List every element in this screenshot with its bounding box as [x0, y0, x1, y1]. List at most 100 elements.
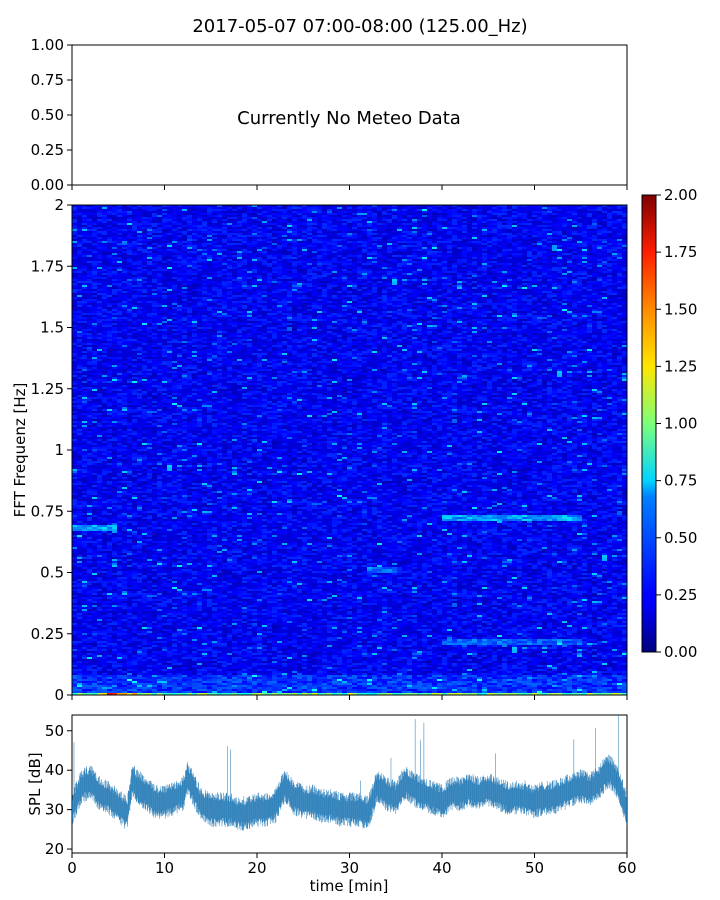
spectrogram-cell	[467, 207, 472, 209]
spectrogram-cell	[557, 211, 562, 213]
spectrogram-cell	[432, 283, 437, 285]
spectrogram-cell	[317, 213, 322, 215]
spectrogram-cell	[302, 239, 307, 241]
spectrogram-cell	[522, 215, 527, 217]
spectrogram-cell	[227, 273, 232, 275]
spectrogram-cell	[357, 249, 362, 251]
spectrogram-cell	[377, 293, 382, 295]
spectrogram-cell	[407, 211, 412, 213]
spectrogram-cell	[307, 291, 312, 293]
spectrogram-cell	[272, 235, 277, 237]
spectrogram-cell	[122, 285, 127, 287]
spectrogram-cell	[347, 221, 352, 223]
spectrogram-cell	[277, 281, 282, 283]
spectrogram-cell	[267, 235, 272, 237]
spectrogram-cell	[102, 287, 107, 289]
spectrogram-cell	[237, 237, 242, 239]
spectrogram-cell	[287, 239, 292, 241]
spectrogram-cell	[352, 271, 357, 273]
spectrogram-cell	[417, 219, 422, 221]
spectrogram-cell	[462, 221, 467, 223]
spectrogram-cell	[187, 263, 192, 265]
spectrogram-cell	[542, 263, 547, 265]
spectrogram-cell	[137, 273, 142, 275]
spectrogram-cell	[587, 233, 592, 235]
spectrogram-cell	[452, 267, 457, 269]
spectrogram-cell	[352, 239, 357, 241]
spectrogram-cell	[127, 269, 132, 271]
spectrogram-cell	[517, 279, 522, 281]
spectrogram-cell	[77, 245, 82, 247]
spectrogram-cell	[327, 229, 332, 231]
spectrogram-cell	[182, 289, 187, 291]
spectrogram-cell	[467, 269, 472, 271]
spectrogram-cell	[167, 251, 172, 253]
spectrogram-cell	[187, 211, 192, 213]
spectrogram-cell	[192, 293, 197, 295]
spectrogram-cell	[212, 277, 217, 279]
spectrogram-cell	[437, 213, 442, 215]
spectrogram-cell	[77, 247, 82, 249]
spectrogram-cell	[117, 227, 122, 229]
spectrogram-cell	[607, 233, 612, 235]
spectrogram-cell	[412, 281, 417, 283]
spectrogram-cell	[407, 219, 412, 221]
spectrogram-cell	[332, 267, 337, 269]
spectrogram-cell	[237, 229, 242, 231]
spectrogram-cell	[582, 227, 587, 229]
spectrogram-cell	[607, 275, 612, 277]
spectrogram-cell	[517, 275, 522, 277]
spectrogram-cell	[467, 261, 472, 263]
spectrogram-cell	[252, 259, 257, 261]
spectrogram-cell	[92, 231, 97, 233]
spectrogram-cell	[302, 275, 307, 277]
spectrogram-cell	[122, 267, 127, 269]
spectrogram-cell	[507, 223, 512, 225]
spectrogram-cell	[217, 285, 222, 287]
spectrogram-cell	[137, 293, 142, 295]
spectrogram-cell	[87, 257, 92, 259]
spectrogram-cell	[287, 243, 292, 245]
spectrogram-cell	[227, 253, 232, 255]
spectrogram-cell	[327, 285, 332, 287]
spectrogram-cell	[102, 283, 107, 285]
spectrogram-cell	[607, 255, 612, 257]
spectrogram-cell	[292, 289, 297, 291]
spectrogram-cell	[87, 283, 92, 285]
spectrogram-cell	[312, 277, 317, 279]
spectrogram-cell	[502, 265, 507, 267]
spectrogram-cell	[92, 279, 97, 281]
spectrogram-cell	[562, 247, 567, 249]
spectrogram-cell	[552, 239, 557, 241]
spectrogram-cell	[437, 229, 442, 231]
spectrogram-cell	[542, 239, 547, 241]
spectrogram-cell	[392, 275, 397, 277]
spectrogram-cell	[317, 251, 322, 253]
spectrogram-cell	[267, 291, 272, 293]
spectrogram-cell	[122, 281, 127, 283]
spectrogram-cell	[577, 245, 582, 247]
spectrogram-cell	[127, 219, 132, 221]
spectrogram-cell	[497, 217, 502, 219]
spectrogram-cell	[422, 255, 427, 257]
spectrogram-cell	[587, 251, 592, 253]
spectrogram-cell	[602, 261, 607, 263]
spectrogram-cell	[112, 239, 117, 241]
spectrogram-cell	[472, 211, 477, 213]
spectrogram-cell	[612, 273, 617, 275]
spectrogram-cell	[222, 285, 227, 287]
spectrogram-cell	[507, 221, 512, 223]
spectrogram-cell	[447, 239, 452, 241]
spectrogram-cell	[372, 271, 377, 273]
spectrogram-cell	[617, 287, 622, 289]
spectrogram-cell	[242, 255, 247, 257]
spectrogram-cell	[342, 247, 347, 249]
spectrogram-cell	[312, 221, 317, 223]
spectrogram-cell	[207, 263, 212, 265]
spectrogram-cell	[447, 253, 452, 255]
spectrogram-cell	[257, 233, 262, 235]
spectrogram-cell	[122, 207, 127, 209]
spectrogram-cell	[512, 285, 517, 287]
spectrogram-cell	[137, 275, 142, 277]
spectrogram-cell	[287, 215, 292, 217]
